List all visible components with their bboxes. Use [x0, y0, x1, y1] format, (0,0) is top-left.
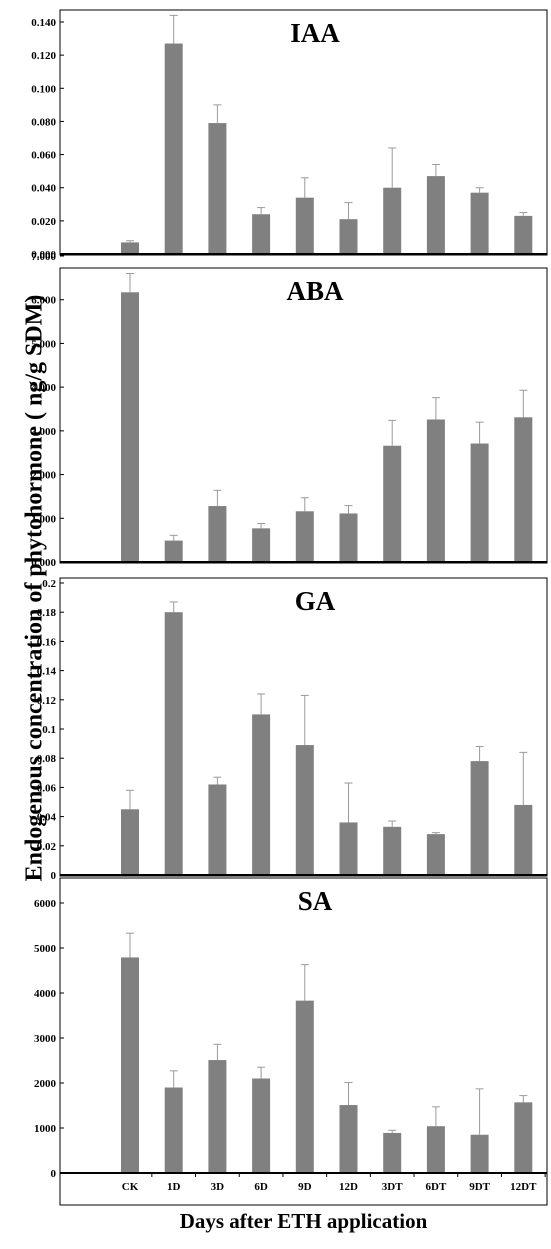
y-tick-label: 0.140	[31, 17, 56, 29]
x-axis-title: Days after ETH application	[179, 1209, 428, 1233]
x-tick-label: 9DT	[469, 1181, 490, 1193]
bar	[339, 822, 358, 875]
y-tick-label: 0.2	[42, 578, 56, 590]
y-tick-label: 0.020	[31, 216, 56, 228]
bar	[252, 714, 271, 875]
bar	[295, 1000, 314, 1173]
x-tick-label: 12D	[339, 1181, 358, 1193]
y-tick-label: 7.000	[31, 251, 56, 263]
y-tick-label: 2.000	[31, 470, 56, 482]
y-tick-label: 4.000	[31, 382, 56, 394]
y-tick-label: 0.08	[37, 753, 57, 765]
bar	[208, 1060, 227, 1173]
bar	[383, 826, 402, 875]
y-tick-label: 0.000	[31, 557, 56, 569]
bar	[514, 417, 533, 562]
x-tick-label: 3DT	[382, 1181, 403, 1193]
bar	[383, 187, 402, 254]
y-tick-label: 0.12	[37, 695, 57, 707]
panel-title: ABA	[286, 276, 344, 306]
panel-title: IAA	[290, 18, 340, 48]
bar	[121, 292, 139, 562]
x-tick-label: 6D	[254, 1181, 268, 1193]
bar	[426, 176, 445, 254]
y-tick-label: 1000	[34, 1123, 57, 1135]
x-tick-label: 6DT	[426, 1181, 447, 1193]
bar	[252, 1078, 271, 1173]
x-tick-label: 9D	[298, 1181, 312, 1193]
y-tick-label: 0.02	[37, 841, 57, 853]
y-tick-label: 5000	[34, 943, 57, 955]
bar	[470, 443, 489, 562]
bar	[514, 804, 533, 875]
bar	[208, 506, 227, 562]
bar	[295, 511, 314, 562]
y-tick-label: 0	[51, 870, 57, 882]
y-tick-label: 0	[51, 1168, 57, 1180]
bar	[252, 214, 271, 254]
bar	[295, 745, 314, 875]
y-tick-label: 0.04	[37, 812, 57, 824]
bar	[208, 123, 227, 254]
bar	[339, 1105, 358, 1173]
y-tick-label: 0.000	[31, 249, 56, 261]
bar	[252, 528, 271, 562]
bar	[121, 242, 139, 254]
x-tick-label: 12DT	[510, 1181, 537, 1193]
y-tick-label: 6000	[34, 898, 57, 910]
y-tick-label: 0.1	[42, 724, 56, 736]
bar	[121, 957, 139, 1173]
y-tick-label: 3000	[34, 1033, 57, 1045]
y-tick-label: 0.120	[31, 50, 56, 62]
bar	[470, 761, 489, 875]
bar	[164, 43, 183, 254]
bar	[514, 1102, 533, 1173]
y-tick-label: 2000	[34, 1078, 57, 1090]
bar	[470, 192, 489, 254]
y-tick-label: 0.18	[37, 607, 57, 619]
x-tick-label: 1D	[167, 1181, 181, 1193]
panel-frame-sa	[59, 877, 548, 1206]
y-tick-label: 0.100	[31, 83, 56, 95]
panel-title: SA	[298, 886, 333, 916]
x-tick-label: CK	[122, 1181, 139, 1193]
bar	[208, 784, 227, 875]
bar	[470, 1134, 489, 1173]
bar	[426, 419, 445, 562]
bar	[426, 1126, 445, 1173]
y-tick-label: 0.040	[31, 183, 56, 195]
y-tick-label: 0.06	[37, 782, 57, 794]
y-tick-label: 0.080	[31, 116, 56, 128]
bar	[295, 197, 314, 254]
y-tick-label: 0.14	[37, 666, 57, 678]
x-tick-label: 3D	[211, 1181, 225, 1193]
bar	[339, 219, 358, 254]
bar	[121, 809, 139, 875]
y-tick-label: 1.000	[31, 513, 56, 525]
bar	[164, 1087, 183, 1173]
y-tick-label: 4000	[34, 988, 57, 1000]
bar	[383, 445, 402, 562]
bar	[164, 540, 183, 562]
y-tick-label: 0.16	[37, 636, 57, 648]
y-tick-label: 0.060	[31, 150, 56, 162]
panel-title: GA	[295, 586, 336, 616]
bar	[514, 215, 533, 254]
bar	[164, 612, 183, 875]
bar	[339, 513, 358, 562]
y-tick-label: 6.000	[31, 295, 56, 307]
bar	[383, 1132, 402, 1173]
bar	[426, 834, 445, 875]
y-tick-label: 5.000	[31, 338, 56, 350]
y-tick-label: 3.000	[31, 426, 56, 438]
